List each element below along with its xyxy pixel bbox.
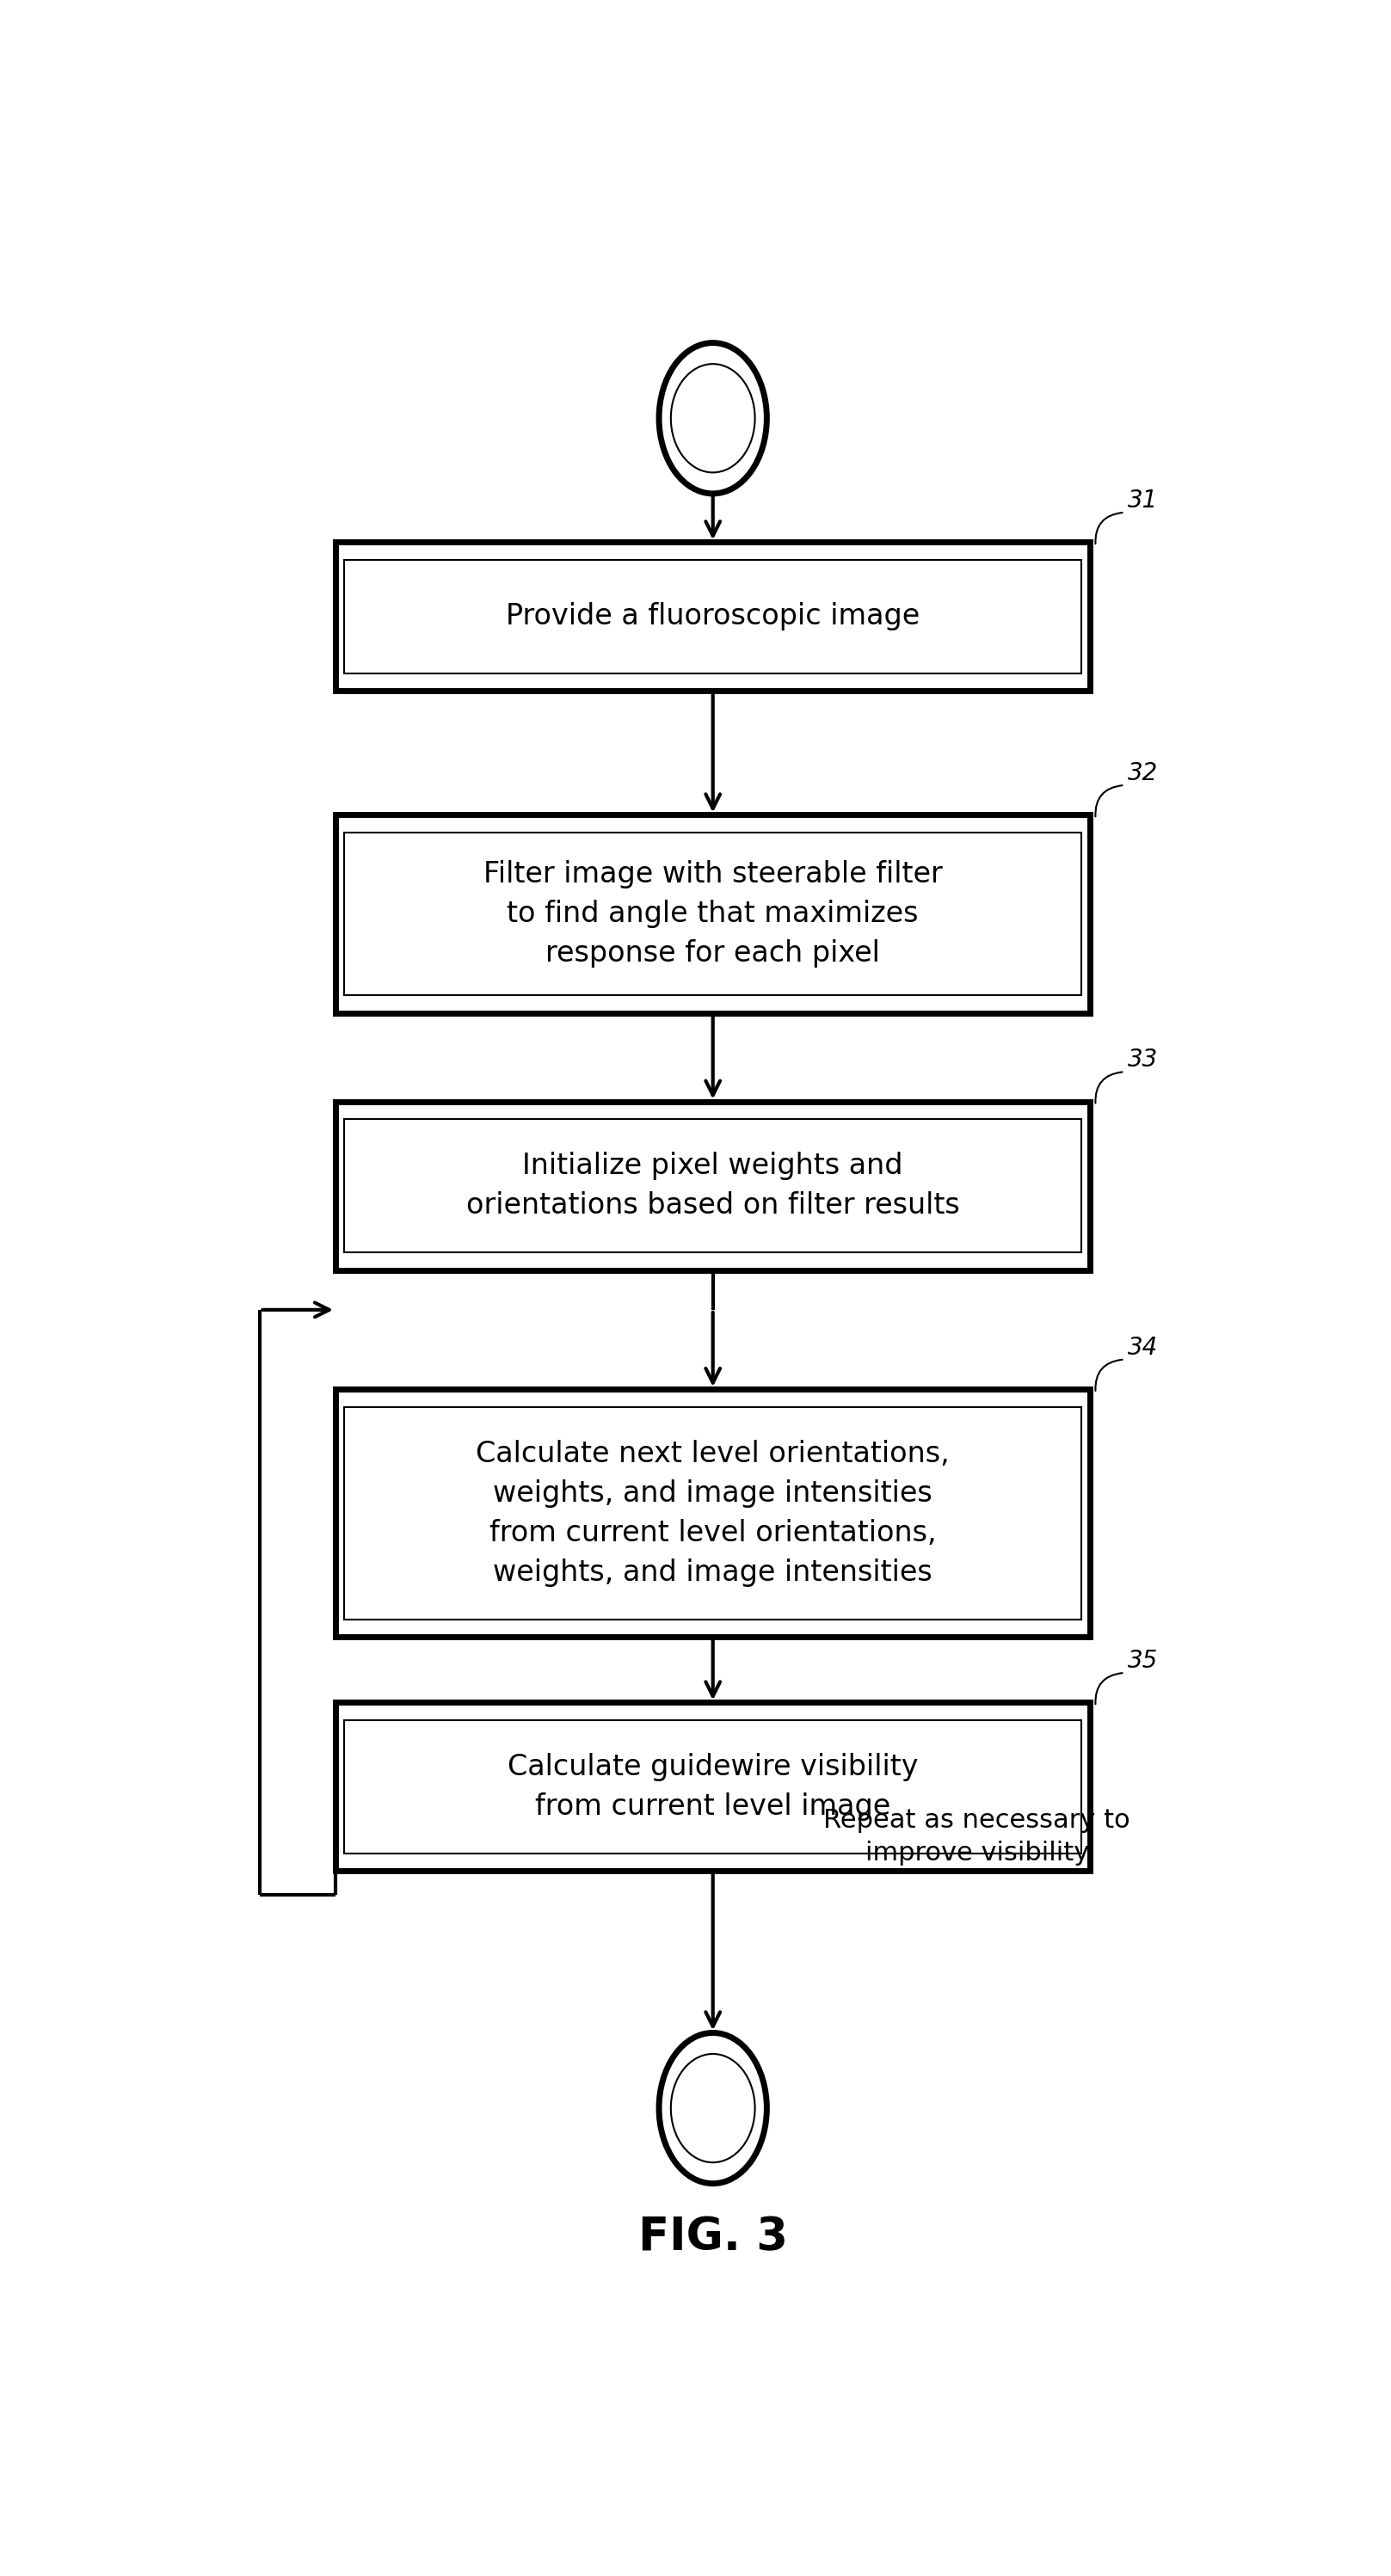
Text: Calculate guidewire visibility
from current level image: Calculate guidewire visibility from curr… [508,1752,918,1821]
Text: Initialize pixel weights and
orientations based on filter results: Initialize pixel weights and orientation… [466,1151,960,1221]
Ellipse shape [670,2053,755,2161]
Ellipse shape [659,343,766,495]
FancyBboxPatch shape [335,814,1091,1012]
FancyBboxPatch shape [335,541,1091,690]
FancyBboxPatch shape [344,1121,1082,1252]
Text: 32: 32 [1128,760,1159,786]
FancyBboxPatch shape [335,1703,1091,1870]
Text: Calculate next level orientations,
weights, and image intensities
from current l: Calculate next level orientations, weigh… [476,1440,950,1587]
Text: 34: 34 [1128,1334,1159,1360]
Ellipse shape [670,363,755,471]
Text: FIG. 3: FIG. 3 [638,2215,787,2259]
FancyBboxPatch shape [344,1721,1082,1852]
FancyBboxPatch shape [335,1103,1091,1270]
Text: Repeat as necessary to
improve visibility: Repeat as necessary to improve visibilit… [823,1808,1131,1865]
Text: 33: 33 [1128,1048,1159,1072]
FancyBboxPatch shape [344,1406,1082,1620]
Text: 31: 31 [1128,489,1159,513]
Text: Filter image with steerable filter
to find angle that maximizes
response for eac: Filter image with steerable filter to fi… [483,860,943,969]
FancyBboxPatch shape [344,832,1082,994]
FancyBboxPatch shape [335,1388,1091,1638]
Text: 35: 35 [1128,1649,1159,1672]
FancyBboxPatch shape [344,559,1082,672]
Text: Provide a fluoroscopic image: Provide a fluoroscopic image [506,603,919,631]
Ellipse shape [659,2032,766,2184]
